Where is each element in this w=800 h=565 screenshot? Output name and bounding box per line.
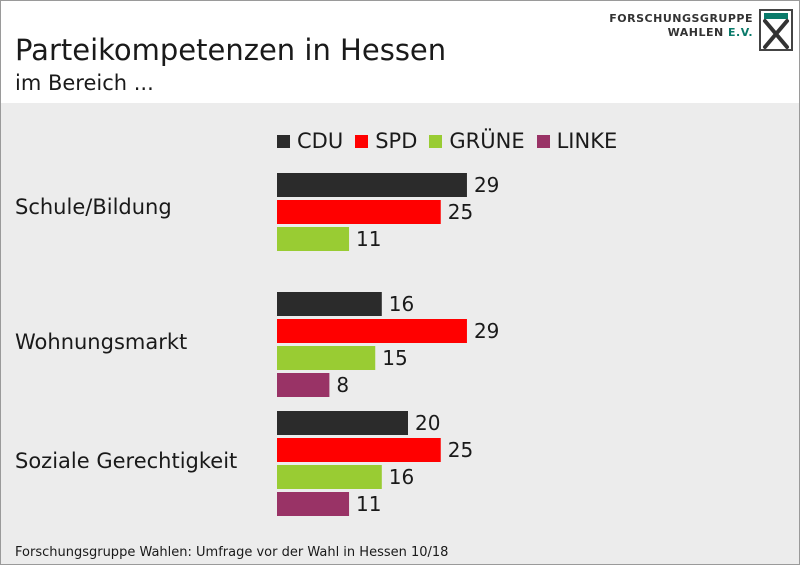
- bar-0-2: [277, 227, 350, 251]
- bar-1-0: [277, 292, 382, 316]
- bar-1-1: [277, 319, 467, 343]
- bar-1-3: [277, 373, 330, 397]
- header: Parteikompetenzen in Hessen im Bereich .…: [1, 1, 799, 103]
- bar-1-2: [277, 346, 376, 370]
- data-label-0-1: 25: [448, 200, 473, 224]
- logo-line1: FORSCHUNGSGRUPPE: [609, 12, 753, 25]
- source-footer: Forschungsgruppe Wahlen: Umfrage vor der…: [15, 545, 449, 560]
- category-label-wohnungsmarkt: Wohnungsmarkt: [15, 330, 188, 354]
- legend-swatch-1: [355, 134, 369, 148]
- data-label-2-3: 11: [356, 492, 381, 516]
- legend-item-3: LINKE: [536, 129, 618, 153]
- bar-2-0: [277, 411, 408, 435]
- category-label-soziale: Soziale Gerechtigkeit: [15, 449, 238, 473]
- legend-item-1: SPD: [355, 129, 417, 153]
- logo-line2-main: WAHLEN: [667, 26, 724, 39]
- chart-title: Parteikompetenzen in Hessen: [15, 33, 447, 67]
- bar-2-2: [277, 465, 382, 489]
- legend-item-0: CDU: [277, 129, 343, 153]
- chart-legend: CDU SPD GRÜNE LINKE: [277, 129, 629, 153]
- legend-label-3: LINKE: [556, 129, 618, 153]
- data-label-0-0: 29: [474, 173, 499, 197]
- legend-item-2: GRÜNE: [429, 129, 525, 153]
- category-label-schule: Schule/Bildung: [15, 195, 172, 219]
- legend-swatch-3: [536, 134, 550, 148]
- bar-0-1: [277, 200, 441, 224]
- logo-text: FORSCHUNGSGRUPPE WAHLEN E.V.: [609, 12, 753, 40]
- data-label-0-2: 11: [356, 227, 381, 251]
- data-label-2-2: 16: [389, 465, 414, 489]
- legend-swatch-0: [277, 134, 290, 148]
- legend-swatch-2: [429, 134, 443, 148]
- logo-line2: WAHLEN E.V.: [609, 26, 753, 40]
- legend-label-2: GRÜNE: [449, 129, 525, 153]
- data-label-1-1: 29: [474, 319, 499, 343]
- bar-2-3: [277, 492, 350, 516]
- data-label-1-2: 15: [382, 346, 407, 370]
- legend-label-1: SPD: [375, 129, 418, 153]
- data-label-1-3: 8: [336, 373, 349, 397]
- data-label-1-0: 16: [389, 292, 414, 316]
- data-label-2-1: 25: [448, 438, 473, 462]
- chart-subtitle: im Bereich ...: [15, 71, 154, 95]
- logo-line2-suffix: E.V.: [728, 26, 753, 39]
- legend-label-0: CDU: [297, 129, 344, 153]
- data-label-2-0: 20: [415, 411, 440, 435]
- ballot-cross-logo-icon: [759, 9, 793, 51]
- bar-2-1: [277, 438, 441, 462]
- bar-0-0: [277, 173, 467, 197]
